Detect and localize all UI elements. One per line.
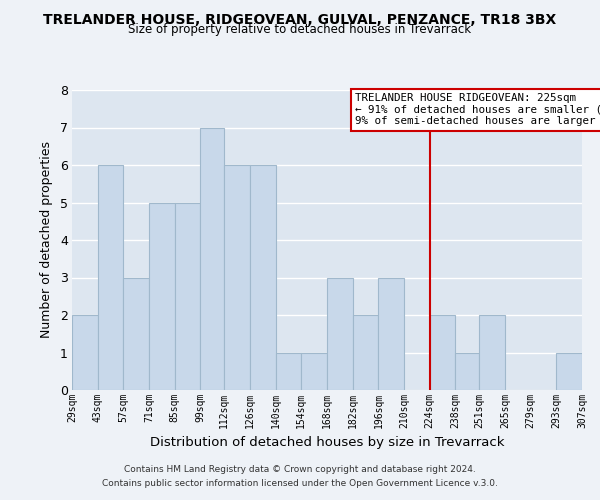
Text: Contains HM Land Registry data © Crown copyright and database right 2024.
Contai: Contains HM Land Registry data © Crown c… bbox=[102, 466, 498, 487]
X-axis label: Distribution of detached houses by size in Trevarrack: Distribution of detached houses by size … bbox=[150, 436, 504, 450]
Bar bbox=[327, 278, 353, 390]
Bar bbox=[124, 278, 149, 390]
Bar bbox=[455, 352, 479, 390]
Text: TRELANDER HOUSE, RIDGEOVEAN, GULVAL, PENZANCE, TR18 3BX: TRELANDER HOUSE, RIDGEOVEAN, GULVAL, PEN… bbox=[43, 12, 557, 26]
Bar bbox=[379, 278, 404, 390]
Bar bbox=[224, 165, 250, 390]
Bar bbox=[149, 202, 175, 390]
Bar bbox=[200, 128, 224, 390]
Bar bbox=[175, 202, 200, 390]
Text: Size of property relative to detached houses in Trevarrack: Size of property relative to detached ho… bbox=[128, 24, 472, 36]
Bar bbox=[479, 315, 505, 390]
Bar bbox=[556, 352, 582, 390]
Bar bbox=[250, 165, 275, 390]
Bar bbox=[353, 315, 379, 390]
Bar bbox=[301, 352, 327, 390]
Bar bbox=[72, 315, 98, 390]
Bar bbox=[430, 315, 455, 390]
Bar bbox=[275, 352, 301, 390]
Bar bbox=[98, 165, 124, 390]
Text: TRELANDER HOUSE RIDGEOVEAN: 225sqm
← 91% of detached houses are smaller (50)
9% : TRELANDER HOUSE RIDGEOVEAN: 225sqm ← 91%… bbox=[355, 93, 600, 126]
Y-axis label: Number of detached properties: Number of detached properties bbox=[40, 142, 53, 338]
